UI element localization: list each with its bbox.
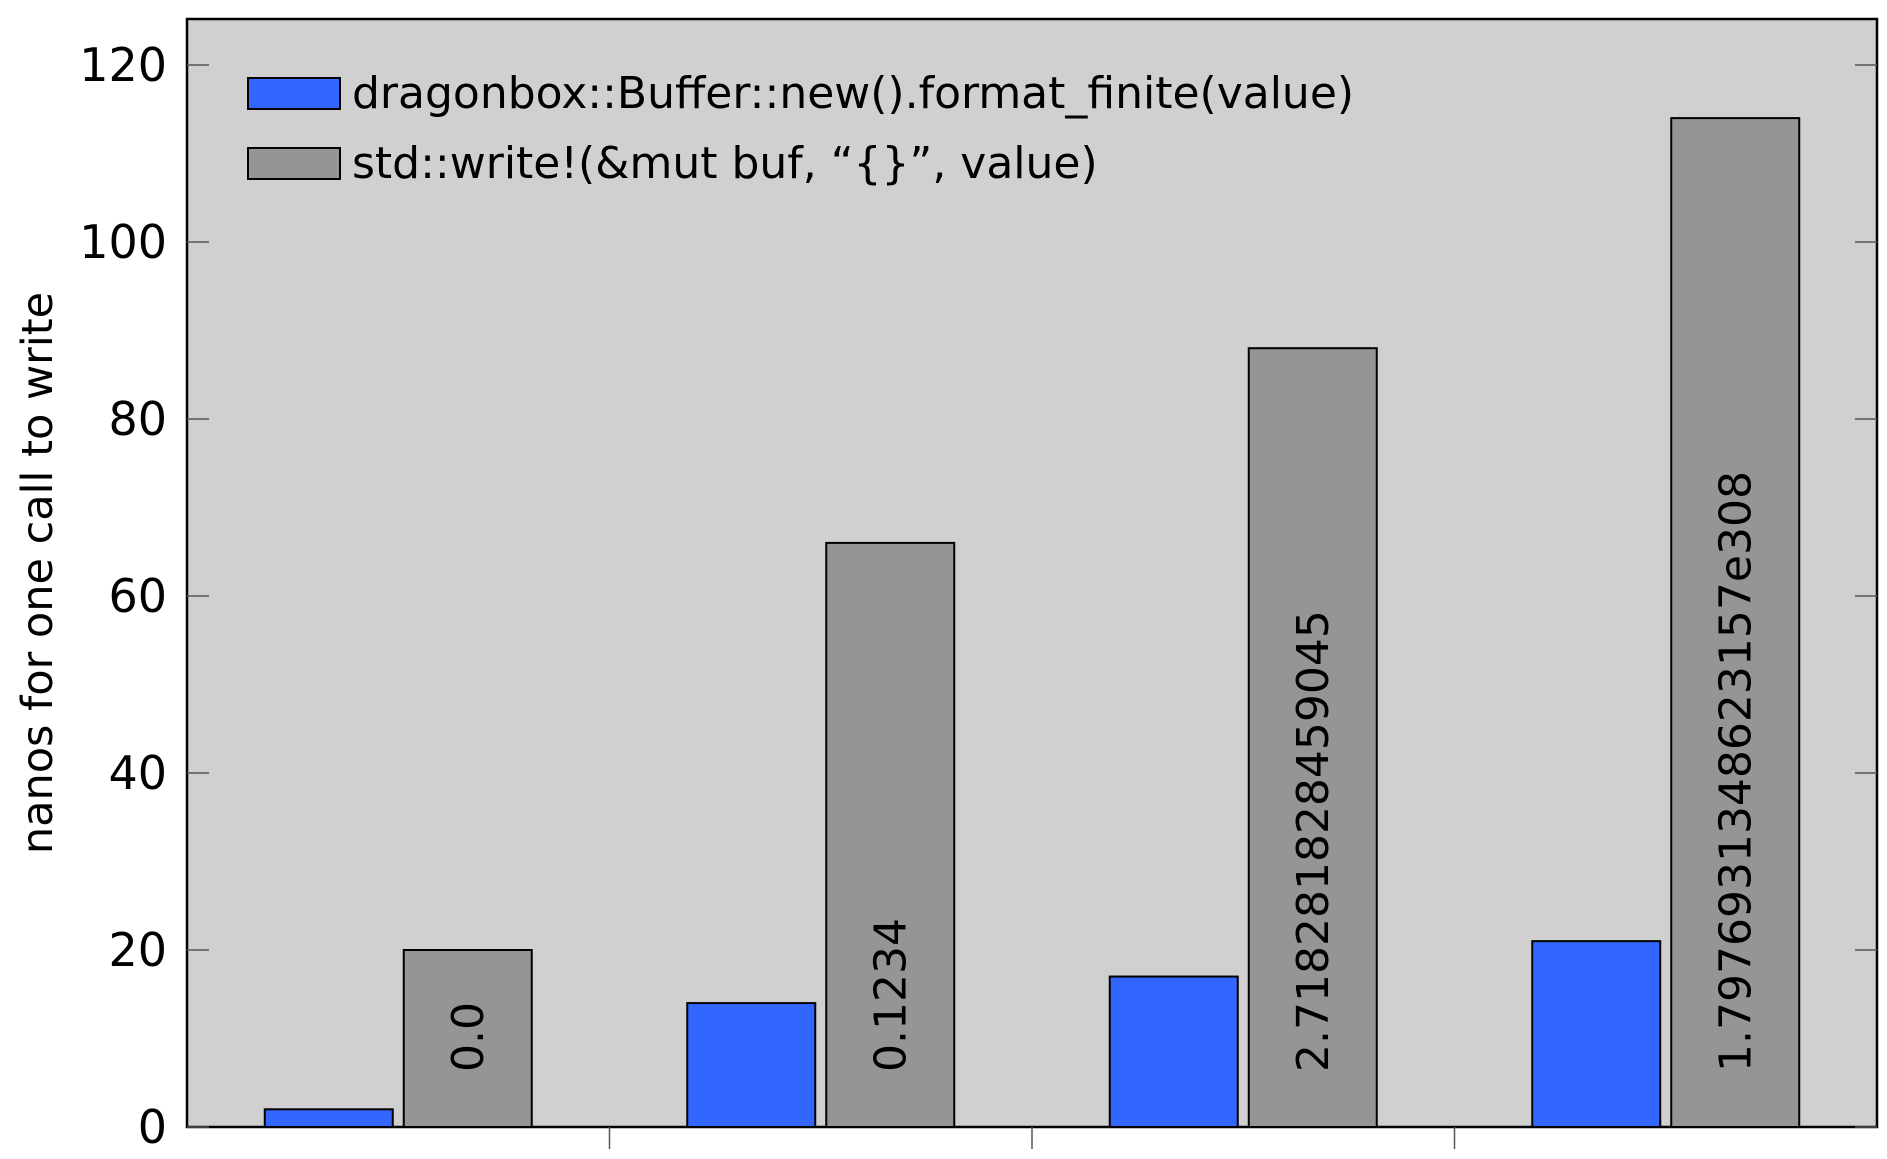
y-tick-label: 80 [108,392,167,446]
bar-std-write [825,541,956,1128]
bar-std-write [1670,117,1801,1129]
legend-swatch-dragonbox [247,77,341,110]
bar-value-label: 0.1234 [865,918,916,1072]
y-tick-label: 100 [79,215,167,269]
bar-dragonbox [686,1002,817,1128]
y-tick-label: 0 [138,1100,167,1154]
bar-dragonbox [1108,975,1239,1128]
bar-dragonbox [1531,940,1662,1129]
bar-std-write [1247,347,1378,1128]
y-tick-label: 60 [108,569,167,623]
legend-label-std-write: std::write!(&mut buf, “{}”, value) [352,138,1098,189]
y-axis-label: nanos for one call to write [13,292,63,854]
legend-swatch-std-write [247,147,341,180]
bar-value-label: 0.0 [443,1002,494,1072]
legend-label-dragonbox: dragonbox::Buffer::new().format_finite(v… [352,68,1354,119]
y-tick-label: 120 [79,38,167,92]
bar-value-label: 1.7976931348623157e308 [1710,471,1761,1072]
bars: 0.0 0.1234 2.718281828459045 1.797693134862… [263,117,1801,1129]
bar-std-write [402,949,533,1128]
y-axis: 0 20 40 60 80 100 120 [79,38,1877,1154]
x-axis [608,1127,1456,1149]
legend: dragonbox::Buffer::new().format_finite(v… [247,68,1354,189]
y-tick-label: 40 [108,746,167,800]
bar-value-label: 2.718281828459045 [1288,610,1339,1072]
bar-dragonbox [263,1108,394,1129]
y-tick-label: 20 [108,923,167,977]
